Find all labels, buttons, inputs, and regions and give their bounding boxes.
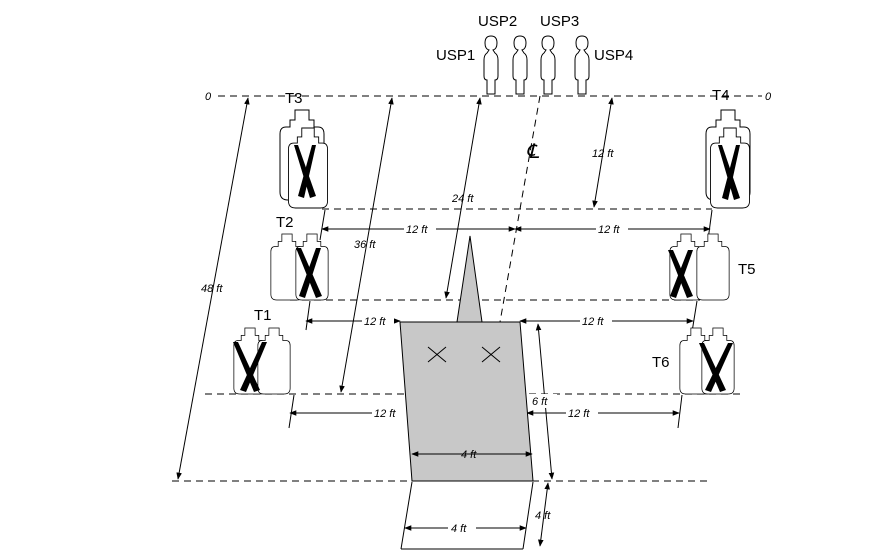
row2-left-label: 12 ft [406, 224, 428, 236]
lane-right-edge [522, 481, 534, 550]
row3-right-bg [580, 314, 612, 328]
target-t1 [233, 327, 291, 395]
row3-left-bg [362, 314, 394, 328]
centerline-symbol: ℄ [526, 141, 540, 163]
shooter-usp1-label: USP1 [436, 47, 475, 64]
shooter-usp3-label: USP3 [540, 13, 579, 30]
row3-right-label: 12 ft [582, 316, 604, 328]
zero-label-left: 0 [205, 91, 212, 103]
box-depth-bg [529, 394, 557, 408]
centerline [499, 95, 541, 323]
target-t4-label: T4 [712, 87, 730, 104]
row4-left-label: 12 ft [374, 408, 396, 420]
row3-left-label: 12 ft [364, 316, 386, 328]
dim-12-top-arrow [592, 97, 614, 208]
lane-depth-label: 4 ft [535, 510, 551, 522]
shooter-usp3-figure [540, 35, 556, 95]
row4-right-bg [566, 406, 598, 420]
vehicle-spike [456, 235, 483, 323]
row2-left-bg [404, 222, 436, 236]
occupant-marker-left [427, 346, 447, 363]
target-t3 [279, 109, 329, 209]
target-t4 [705, 109, 751, 209]
row4-right-tick [677, 394, 683, 429]
shooter-usp4-figure [574, 35, 590, 95]
row3-right-tick [691, 300, 698, 333]
row4-left-bg [372, 406, 404, 420]
row2-right-label: 12 ft [598, 224, 620, 236]
target-t5-label: T5 [738, 261, 756, 278]
target-t3-label: T3 [285, 90, 303, 107]
shooter-usp2-label: USP2 [478, 13, 517, 30]
dim-48-arrow [176, 97, 250, 480]
occupant-marker-right [481, 346, 501, 363]
shooter-usp4-label: USP4 [594, 47, 633, 64]
target-t5 [668, 233, 730, 301]
dim-36-label: 36 ft [354, 239, 376, 251]
lane-width-label: 4 ft [451, 523, 467, 535]
shooter-usp1-figure [483, 35, 499, 95]
dim-12-top-label: 12 ft [592, 148, 614, 160]
lane-left-edge [400, 481, 413, 550]
box-depth-label: 6 ft [532, 396, 548, 408]
box-width-label: 4 ft [461, 449, 477, 461]
target-t6 [679, 327, 735, 395]
dim-48-label: 48 ft [201, 283, 223, 295]
row2-right-bg [596, 222, 628, 236]
row2-left-tick [319, 209, 326, 241]
dim-24-arrow [444, 97, 482, 299]
target-t2 [270, 233, 329, 301]
row4-right-label: 12 ft [568, 408, 590, 420]
lane-depth-arrow [538, 482, 550, 547]
dim-36-arrow [339, 97, 394, 393]
dim-24-label: 24 ft [451, 193, 474, 205]
zero-label-right: 0 [765, 91, 772, 103]
target-t6-label: T6 [652, 354, 670, 371]
lane-width-bg [448, 521, 476, 535]
target-t2-label: T2 [276, 214, 294, 231]
target-t1-label: T1 [254, 307, 272, 324]
row4-left-tick [288, 394, 295, 429]
shooter-usp2-figure [512, 35, 528, 95]
row3-left-tick [305, 300, 311, 331]
